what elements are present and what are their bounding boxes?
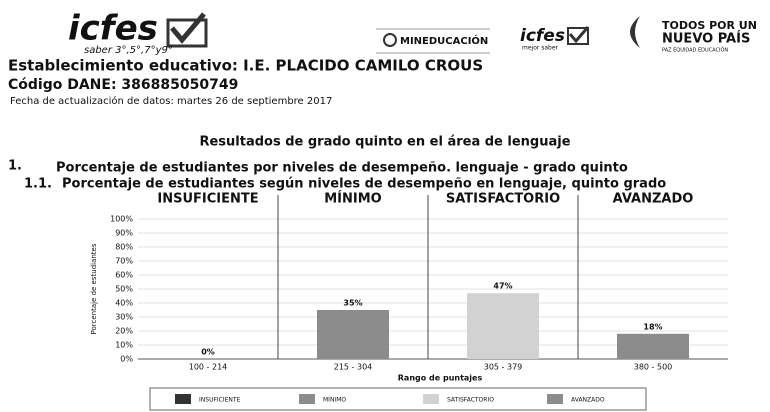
logo-small-box	[567, 27, 589, 45]
y-axis-label: Porcentaje de estudiantes	[90, 243, 98, 334]
value-label: 0%	[201, 348, 215, 357]
y-tick-label: 60%	[115, 271, 133, 280]
x-tick-label: 100 - 214	[189, 363, 228, 372]
gov-line: PAZ EQUIDAD EDUCACIÓN	[662, 47, 728, 54]
legend-label: SATISFACTORIO	[447, 397, 494, 404]
bar	[467, 293, 539, 359]
item-number: 1.1.	[24, 177, 52, 192]
logo-box	[166, 18, 208, 48]
section-title: Resultados de grado quinto en el área de…	[199, 135, 570, 150]
level-header: MÍNIMO	[324, 191, 381, 207]
item-text: Porcentaje de estudiantes según niveles …	[62, 177, 666, 192]
y-tick-label: 100%	[110, 215, 133, 224]
logo-small-tagline: mejor saber	[522, 45, 559, 52]
logo-small-check	[568, 26, 590, 44]
gov-line: NUEVO PAÍS	[662, 31, 750, 47]
legend-swatch	[175, 394, 191, 404]
y-tick-label: 50%	[115, 285, 133, 294]
value-label: 35%	[343, 299, 362, 308]
value-label: 47%	[493, 282, 512, 291]
legend-label: AVANZADO	[571, 397, 605, 404]
x-axis-label: Rango de puntajes	[398, 374, 483, 383]
y-tick-label: 10%	[115, 341, 133, 350]
legend-swatch	[547, 394, 563, 404]
bar	[617, 333, 689, 359]
legend-swatch	[423, 394, 439, 404]
value-label: 18%	[643, 322, 662, 331]
ministry: MINEDUCACIÓN	[400, 34, 488, 47]
legend-box	[149, 387, 647, 411]
logo-small: icfes	[520, 26, 565, 46]
dane: Código DANE: 386885050749	[8, 77, 238, 93]
gov-line: TODOS POR UN	[662, 19, 757, 32]
y-tick-label: 20%	[115, 327, 133, 336]
y-tick-label: 0%	[120, 355, 133, 364]
logo: icfes	[68, 9, 158, 49]
logo-tagline: saber 3°,5°,7°y9°	[84, 45, 173, 56]
level-header: SATISFACTORIO	[446, 192, 560, 207]
y-tick-label: 70%	[115, 257, 133, 266]
x-tick-label: 215 - 304	[334, 363, 373, 372]
x-tick-label: 305 - 379	[484, 363, 523, 372]
level-header: INSUFICIENTE	[157, 192, 258, 207]
y-tick-label: 90%	[115, 229, 133, 238]
x-tick-label: 380 - 500	[634, 363, 673, 372]
level-header: AVANZADO	[613, 192, 694, 207]
item-number: 1.	[8, 159, 22, 174]
y-tick-label: 30%	[115, 313, 133, 322]
legend-label: MÍNIMO	[323, 397, 346, 404]
school: Establecimiento educativo: I.E. PLACIDO …	[8, 57, 483, 75]
emblem	[383, 33, 397, 47]
bar	[317, 310, 389, 359]
gov-emblem	[630, 16, 640, 48]
item-text: Porcentaje de estudiantes por niveles de…	[56, 161, 628, 176]
y-tick-label: 80%	[115, 243, 133, 252]
legend-swatch	[299, 394, 315, 404]
y-tick-label: 40%	[115, 299, 133, 308]
logo-check	[170, 12, 206, 44]
legend-label: INSUFICIENTE	[199, 397, 241, 404]
date: Fecha de actualización de datos: martes …	[10, 95, 332, 107]
